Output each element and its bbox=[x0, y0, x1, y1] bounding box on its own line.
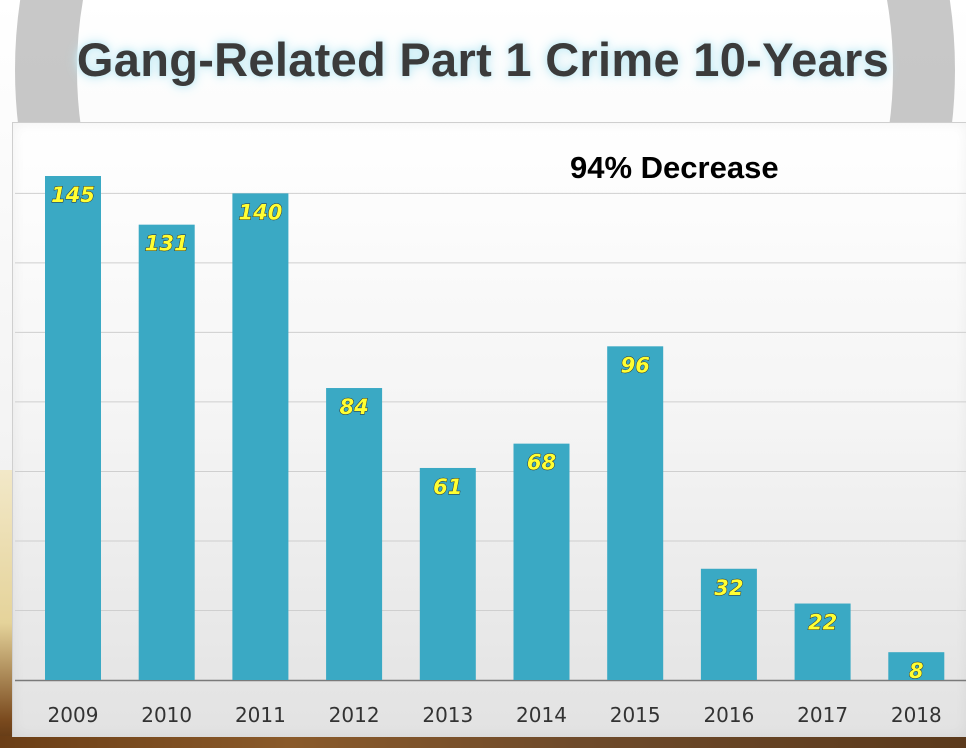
bar-2010 bbox=[138, 224, 195, 681]
data-label-2016: 32 bbox=[714, 576, 743, 600]
x-tick-label-2012: 2012 bbox=[329, 703, 380, 727]
x-tick-label-2016: 2016 bbox=[703, 703, 754, 727]
data-label-2014: 68 bbox=[527, 451, 556, 475]
decrease-annotation: 94% Decrease bbox=[570, 150, 779, 185]
bar-2012 bbox=[326, 388, 383, 680]
bar-2016 bbox=[700, 568, 757, 680]
x-tick-label-2011: 2011 bbox=[235, 703, 286, 727]
data-label-2011: 140 bbox=[238, 200, 282, 224]
data-label-2017: 22 bbox=[808, 611, 837, 635]
data-label-2013: 61 bbox=[433, 475, 462, 499]
bar-2013 bbox=[419, 467, 476, 680]
bar-2009 bbox=[45, 176, 101, 680]
background-bottom-strip bbox=[0, 736, 966, 748]
x-tick-label-2010: 2010 bbox=[141, 703, 192, 727]
bar-2018 bbox=[888, 652, 945, 680]
x-tick-label-2015: 2015 bbox=[610, 703, 661, 727]
x-tick-label-2014: 2014 bbox=[516, 703, 567, 727]
x-tick-label-2018: 2018 bbox=[891, 703, 942, 727]
bar-2017 bbox=[794, 603, 851, 680]
x-tick-label-2017: 2017 bbox=[797, 703, 848, 727]
data-label-2018: 8 bbox=[909, 659, 924, 683]
bar-2015 bbox=[607, 346, 664, 680]
bar-2011 bbox=[232, 193, 289, 680]
data-label-2009: 145 bbox=[51, 183, 95, 207]
x-tick-label-2013: 2013 bbox=[422, 703, 473, 727]
bar-2014 bbox=[513, 443, 570, 680]
data-label-2015: 96 bbox=[621, 353, 650, 377]
data-label-2010: 131 bbox=[145, 232, 189, 256]
chart-title: Gang-Related Part 1 Crime 10-Years bbox=[76, 33, 890, 86]
background-left-strip bbox=[0, 470, 12, 748]
data-label-2012: 84 bbox=[339, 395, 368, 419]
x-tick-label-2009: 2009 bbox=[48, 703, 99, 727]
